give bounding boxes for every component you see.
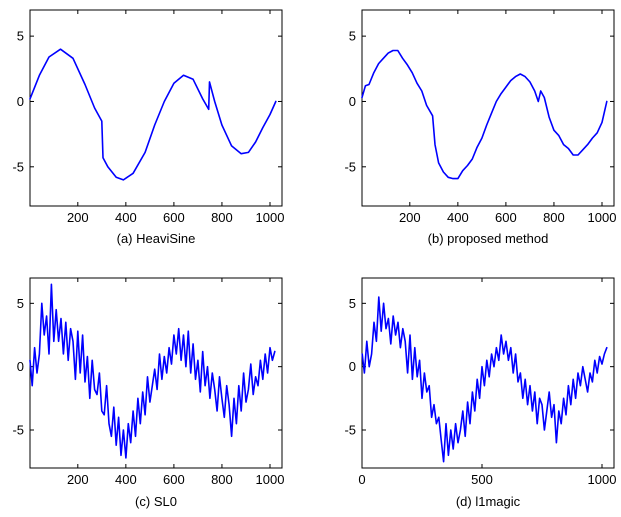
x-tick-label: 800 <box>211 210 233 225</box>
x-tick-label: 600 <box>163 472 185 487</box>
y-tick-label: -5 <box>12 159 24 174</box>
series-line-1 <box>361 49 608 180</box>
plot-frame <box>29 277 283 469</box>
x-tick-label: 400 <box>115 472 137 487</box>
x-tick-label: 1000 <box>588 472 617 487</box>
series-line-1 <box>361 296 608 463</box>
y-tick-label: 5 <box>17 296 24 311</box>
x-tick-label: 0 <box>358 472 365 487</box>
y-tick-label: 5 <box>349 296 356 311</box>
y-tick-label: -5 <box>12 423 24 438</box>
subplot-b: 200 400 600 800 1000 5 0 -5 (b) proposed method <box>344 9 617 246</box>
x-tick-label: 800 <box>543 210 565 225</box>
x-tick-label: 500 <box>471 472 493 487</box>
x-tick-label: 1000 <box>256 472 285 487</box>
subplot-d: 0 500 1000 5 0 -5 (d) l1magic <box>344 277 617 509</box>
y-tick-label: 0 <box>17 94 24 109</box>
x-tick-label: 400 <box>115 210 137 225</box>
x-tick-label: 200 <box>67 472 89 487</box>
x-tick-label: 200 <box>67 210 89 225</box>
subplot-caption: (c) SL0 <box>135 494 177 509</box>
plot-frame <box>361 277 615 469</box>
series-line-1 <box>29 283 276 459</box>
series-line-1 <box>29 48 277 181</box>
y-tick-label: 0 <box>349 94 356 109</box>
x-tick-label: 400 <box>447 210 469 225</box>
x-tick-label: 600 <box>495 210 517 225</box>
x-tick-label: 1000 <box>256 210 285 225</box>
subplot-caption: (b) proposed method <box>428 231 549 246</box>
y-tick-label: -5 <box>344 423 356 438</box>
subplot-caption: (d) l1magic <box>456 494 521 509</box>
x-tick-label: 200 <box>399 210 421 225</box>
x-tick-label: 1000 <box>588 210 617 225</box>
y-tick-label: -5 <box>344 159 356 174</box>
subplot-a: 200 400 600 800 1000 5 0 -5 (a) HeaviSine <box>12 9 285 246</box>
y-tick-label: 5 <box>349 29 356 44</box>
x-tick-label: 600 <box>163 210 185 225</box>
x-tick-label: 800 <box>211 472 233 487</box>
y-tick-label: 0 <box>349 359 356 374</box>
plot-frame <box>29 9 283 207</box>
plot-frame <box>361 9 615 207</box>
y-tick-label: 5 <box>17 29 24 44</box>
y-tick-label: 0 <box>17 359 24 374</box>
subplot-caption: (a) HeaviSine <box>117 231 196 246</box>
subplot-c: 200 400 600 800 1000 5 0 -5 (c) SL0 <box>12 277 285 509</box>
